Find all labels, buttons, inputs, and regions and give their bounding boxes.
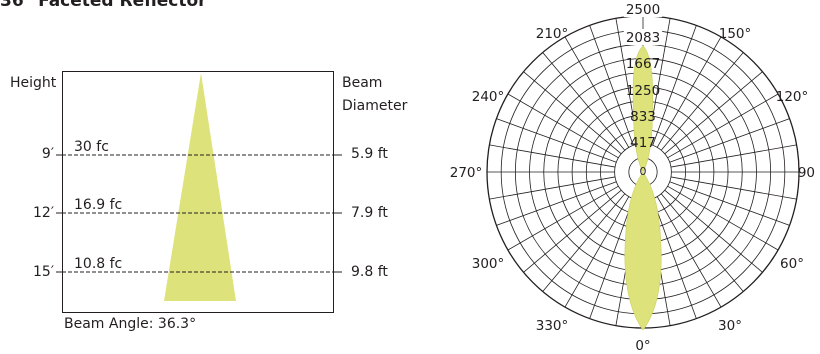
polar-spoke xyxy=(496,181,617,226)
polar-spoke xyxy=(489,144,616,168)
candela-lobe-lower xyxy=(624,171,662,331)
angle-label-0: 0° xyxy=(635,338,650,354)
polar-spoke xyxy=(664,189,763,273)
radial-label-bg xyxy=(623,1,663,17)
diameter-value-15: 9.8 ft xyxy=(351,264,388,280)
angle-label-120: 120° xyxy=(776,89,809,105)
angle-label-210: 210° xyxy=(536,26,569,42)
chart-title: 36° Faceted Reflector xyxy=(0,0,207,11)
angle-label-150: 150° xyxy=(719,26,752,42)
footcandle-12: 16.9 fc xyxy=(74,197,123,213)
polar-spoke xyxy=(670,144,797,168)
polar-spoke xyxy=(589,25,634,146)
polar-spoke xyxy=(523,71,622,155)
beam-box xyxy=(62,71,334,313)
angle-label-330: 330° xyxy=(536,318,569,334)
polar-spoke xyxy=(660,193,744,292)
height-label: Height xyxy=(10,75,57,91)
polar-spoke xyxy=(564,196,630,308)
beam-label-line2: Diameter xyxy=(342,98,408,114)
angle-labels: 0° 30° 60° 90 120° 150° 210° 240° 270° 300° 330° xyxy=(450,26,815,354)
polar-spoke xyxy=(652,25,697,146)
polar-spoke xyxy=(564,36,630,148)
polar-spoke xyxy=(669,118,790,163)
radial-label: 0 xyxy=(640,165,647,178)
polar-spoke xyxy=(669,181,790,226)
radial-labels: 2500 2083 1667 1250 833 417 0 xyxy=(623,1,663,178)
diameter-value-9: 5.9 ft xyxy=(351,146,388,162)
height-value-12: 12′ xyxy=(33,205,54,221)
angle-label-60: 60° xyxy=(780,256,804,272)
polar-spoke xyxy=(489,176,616,200)
polar-spoke xyxy=(542,52,626,151)
polar-spoke xyxy=(670,176,797,200)
beam-cone xyxy=(164,73,236,301)
footcandle-15: 10.8 fc xyxy=(74,256,123,272)
polar-spoke xyxy=(656,196,722,308)
beam-angle: Beam Angle: 36.3° xyxy=(64,317,196,331)
polar-spoke xyxy=(507,185,619,251)
radial-label-bg xyxy=(623,29,663,45)
angle-label-240: 240° xyxy=(472,89,505,105)
polar-spoke xyxy=(656,36,722,148)
radial-label: 1250 xyxy=(626,83,660,99)
polar-spoke xyxy=(660,52,744,151)
footcandle-9: 30 fc xyxy=(74,139,109,155)
angle-label-300: 300° xyxy=(472,256,505,272)
radial-label: 2500 xyxy=(626,2,660,18)
beam-angle-value: 36.3° xyxy=(157,316,197,332)
radial-label: 2083 xyxy=(626,30,660,46)
beam-label-line1: Beam xyxy=(342,75,383,91)
radial-label: 417 xyxy=(630,135,656,151)
polar-spoke xyxy=(652,198,697,319)
angle-label-30: 30° xyxy=(718,318,742,334)
height-value-15: 15′ xyxy=(33,264,54,280)
polar-spoke xyxy=(496,118,617,163)
polar-spoke xyxy=(589,198,634,319)
diameter-value-12: 7.9 ft xyxy=(351,205,388,221)
polar-spoke xyxy=(664,71,763,155)
polar-spoke xyxy=(523,189,622,273)
beam-angle-label: Beam Angle: xyxy=(64,316,154,332)
height-value-9: 9′ xyxy=(41,146,54,162)
polar-spoke xyxy=(667,93,779,159)
angle-label-90: 90 xyxy=(798,165,815,181)
polar-spoke xyxy=(542,193,626,292)
radial-label: 833 xyxy=(630,109,656,125)
radial-label: 1667 xyxy=(626,56,660,72)
angle-label-270: 270° xyxy=(450,165,483,181)
polar-spoke xyxy=(667,185,779,251)
polar-spoke xyxy=(507,93,619,159)
